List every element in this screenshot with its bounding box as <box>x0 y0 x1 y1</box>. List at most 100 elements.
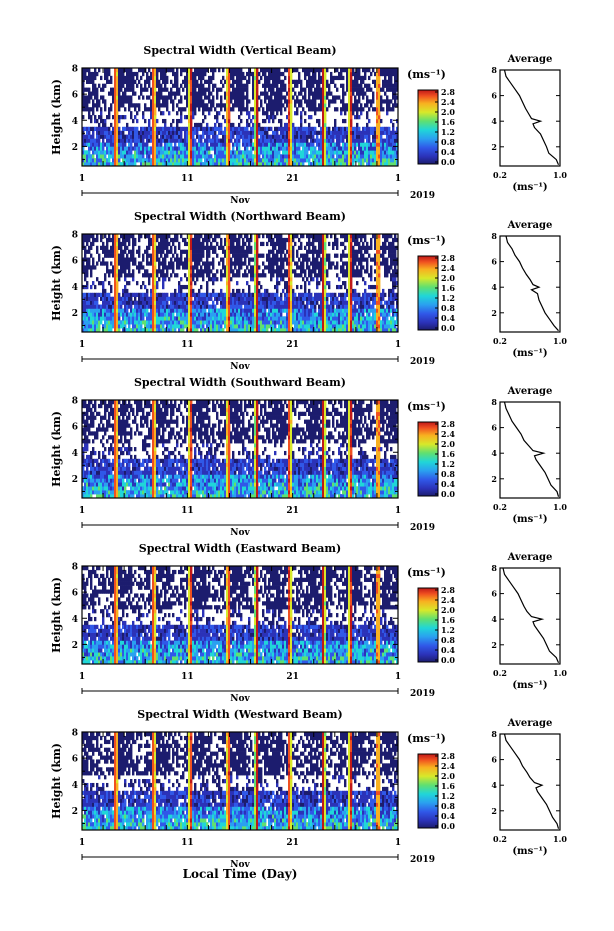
heatmap-cell <box>194 245 197 250</box>
heatmap-cell <box>172 328 175 333</box>
heatmap-cell <box>212 312 215 317</box>
heatmap-cell <box>390 107 393 112</box>
heatmap-cell <box>98 328 101 333</box>
heatmap-cell <box>298 130 301 135</box>
heatmap-cell <box>138 328 141 333</box>
heatmap-cell <box>100 158 103 163</box>
heatmap-cell <box>198 312 201 317</box>
heatmap-cell <box>380 150 383 155</box>
heatmap-cell <box>292 320 295 325</box>
heatmap-cell <box>204 150 207 155</box>
heatmap-cell <box>82 142 85 147</box>
heatmap-cell <box>200 122 203 128</box>
heatmap-cell <box>264 134 267 139</box>
heatmap-cell <box>390 87 393 92</box>
heatmap-cell <box>288 328 291 333</box>
heatmap-cell <box>382 99 385 104</box>
heatmap-cell <box>304 68 307 73</box>
heatmap-cell <box>210 316 213 321</box>
heatmap-cell <box>88 261 91 266</box>
heatmap-cell <box>268 261 271 266</box>
heatmap-cell <box>186 142 189 147</box>
heatmap-cell <box>250 138 253 143</box>
heatmap-cell <box>186 316 189 321</box>
heatmap-cell <box>270 75 273 81</box>
heatmap-cell <box>200 292 203 298</box>
heatmap-cell <box>364 150 367 155</box>
heatmap-cell <box>100 146 103 151</box>
heatmap-cell <box>340 126 343 132</box>
heatmap-cell <box>342 83 345 88</box>
heatmap-cell <box>170 312 173 317</box>
heatmap-cell <box>136 320 139 325</box>
heatmap-cell <box>214 138 217 143</box>
heatmap-cell <box>176 146 179 151</box>
heatmap-cell <box>226 154 229 159</box>
heatmap-cell <box>200 146 203 151</box>
heatmap-cell <box>280 265 283 270</box>
heatmap-cell <box>188 296 191 301</box>
heatmap-cell <box>164 150 167 155</box>
heatmap-cell <box>334 83 337 88</box>
heatmap-cell <box>284 300 287 305</box>
heatmap-cell <box>274 300 277 305</box>
heatmap-cell <box>156 292 159 298</box>
heatmap-cell <box>204 130 207 135</box>
heatmap-cell <box>114 118 117 124</box>
heatmap-cell <box>168 234 171 239</box>
heatmap-cell <box>200 134 203 139</box>
heatmap-cell <box>296 261 299 266</box>
heatmap-cell <box>274 324 277 329</box>
heatmap-cell <box>310 99 313 104</box>
heatmap-cell <box>122 249 125 254</box>
heatmap-cell <box>94 312 97 317</box>
heatmap-cell <box>122 83 125 88</box>
heatmap-cell <box>226 284 229 290</box>
heatmap-cell <box>328 91 331 96</box>
heatmap-cell <box>276 265 279 270</box>
heatmap-cell <box>238 245 241 250</box>
heatmap-cell <box>298 162 301 167</box>
heatmap-cell <box>162 118 165 124</box>
heatmap-cell <box>302 154 305 159</box>
heatmap-cell <box>124 234 127 239</box>
heatmap-cell <box>260 273 263 278</box>
heatmap-cell <box>238 316 241 321</box>
heatmap-cell <box>240 328 243 333</box>
heatmap-cell <box>118 273 121 278</box>
heatmap-cell <box>146 162 149 167</box>
heatmap-cell <box>236 158 239 163</box>
heatmap-cell <box>286 273 289 278</box>
heatmap-cell <box>296 79 299 84</box>
heatmap-cell <box>276 304 279 309</box>
heatmap-cell <box>124 91 127 96</box>
heatmap-cell <box>268 265 271 270</box>
heatmap-cell <box>192 138 195 143</box>
heatmap-cell <box>100 154 103 159</box>
heatmap-cell <box>294 273 297 278</box>
heatmap-cell <box>92 154 95 159</box>
heatmap-cell <box>338 158 341 163</box>
heatmap-cell <box>206 300 209 305</box>
heatmap-cell <box>156 308 159 313</box>
heatmap-cell <box>252 134 255 139</box>
heatmap-cell <box>240 265 243 270</box>
heatmap-cell <box>202 300 205 305</box>
heatmap-cell <box>272 324 275 329</box>
heatmap-cell <box>88 126 91 132</box>
heatmap-cell <box>190 328 193 333</box>
heatmap-cell <box>264 142 267 147</box>
heatmap-cell <box>280 328 283 333</box>
heatmap-cell <box>84 296 87 301</box>
heatmap-cell <box>224 107 227 112</box>
heatmap-cell <box>352 79 355 84</box>
heatmap-cell <box>194 107 197 112</box>
heatmap-cell <box>286 249 289 254</box>
heatmap-cell <box>392 122 395 128</box>
heatmap-cell <box>160 103 163 108</box>
heatmap-cell <box>92 146 95 151</box>
heatmap-cell <box>306 150 309 155</box>
heatmap-cell <box>122 237 125 243</box>
heatmap-cell <box>148 146 151 151</box>
heatmap-cell <box>84 103 87 108</box>
